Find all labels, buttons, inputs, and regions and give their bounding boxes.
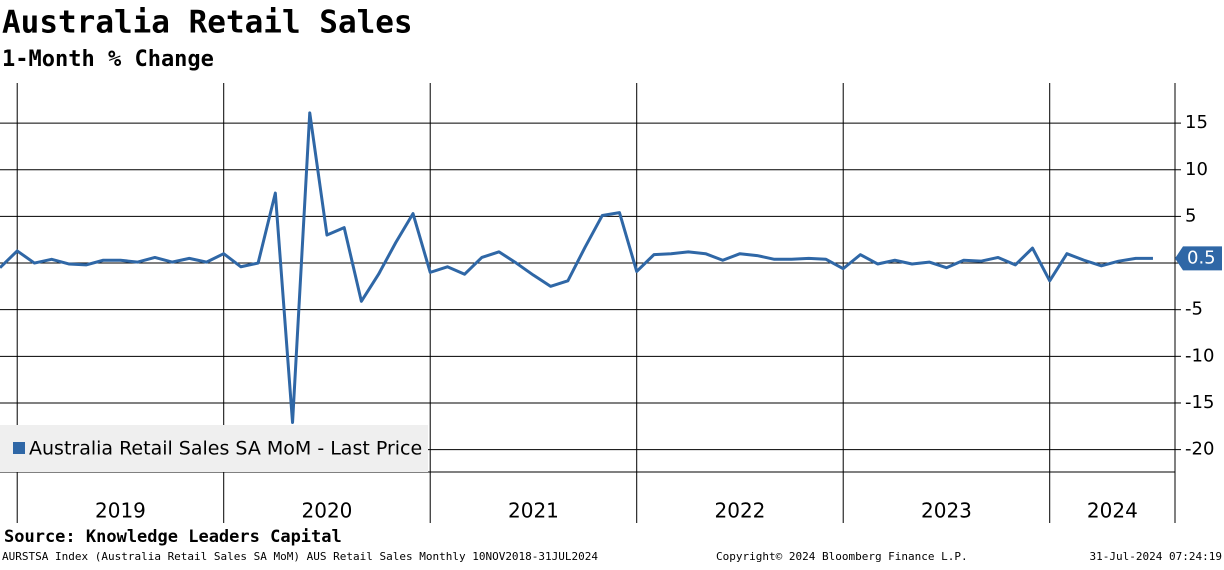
x-tick-label: 2019 bbox=[95, 499, 146, 523]
source: Source: Knowledge Leaders Capital bbox=[4, 527, 342, 547]
line bbox=[0, 111, 1153, 425]
y-tick-label: 5 bbox=[1185, 205, 1196, 226]
last-value-label: 0.5 bbox=[1187, 247, 1216, 268]
x-tick-label: 2020 bbox=[302, 499, 353, 523]
legend-label: Australia Retail Sales SA MoM - Last Pri… bbox=[29, 438, 422, 460]
footer-right: 31-Jul-2024 07:24:19 bbox=[1090, 550, 1222, 563]
chart-subtitle: 1-Month % Change bbox=[2, 47, 214, 72]
chart-title: Australia Retail Sales bbox=[2, 5, 413, 41]
y-tick-label: -15 bbox=[1185, 392, 1214, 413]
x-tick-label: 2023 bbox=[921, 499, 972, 523]
x-tick-label: 2024 bbox=[1087, 499, 1138, 523]
footer-left: AURSTSA Index (Australia Retail Sales SA… bbox=[2, 550, 598, 563]
y-tick-label: 10 bbox=[1185, 159, 1208, 180]
y-tick-label: -20 bbox=[1185, 439, 1214, 460]
y-tick-label: 15 bbox=[1185, 112, 1208, 133]
x-tick-label: 2022 bbox=[715, 499, 766, 523]
last-value-tag bbox=[1175, 246, 1222, 271]
footer-center: Copyright© 2024 Bloomberg Finance L.P. bbox=[716, 550, 968, 563]
legend-box bbox=[0, 425, 428, 472]
legend-swatch bbox=[13, 442, 25, 454]
y-tick-label: -5 bbox=[1185, 299, 1203, 320]
x-tick-label: 2021 bbox=[508, 499, 559, 523]
y-tick-label: -10 bbox=[1185, 345, 1214, 366]
